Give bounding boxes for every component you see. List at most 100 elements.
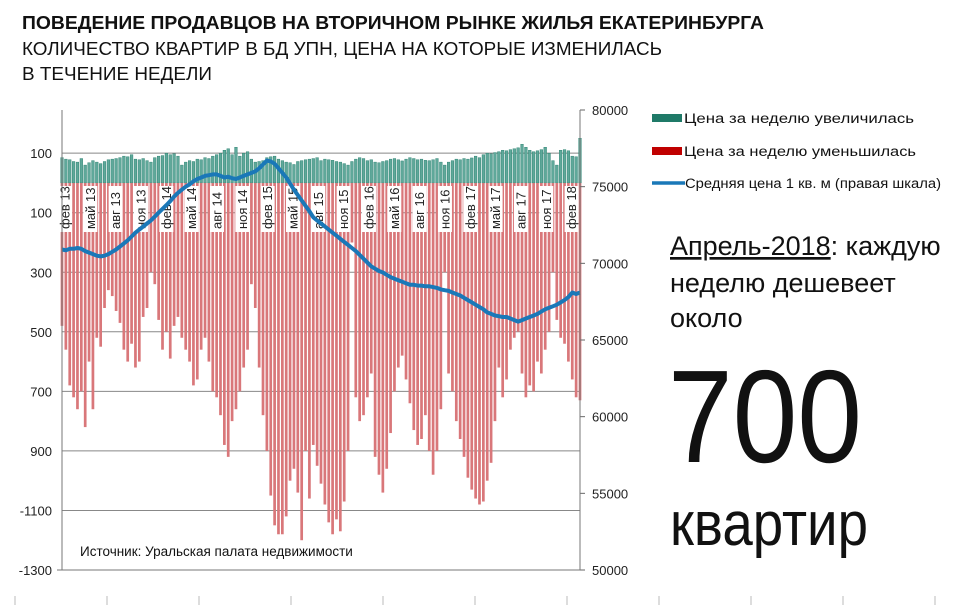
axes	[57, 109, 585, 571]
bar-increase	[404, 158, 408, 184]
bar-increase	[334, 161, 339, 184]
bar-decrease	[447, 182, 450, 374]
callout-highlight: Апрель-2018	[670, 231, 831, 261]
bar-increase	[385, 160, 389, 184]
bar-decrease	[192, 182, 195, 386]
bar-decrease	[381, 182, 385, 493]
bar-decrease	[134, 182, 137, 368]
x-tick-label-box	[513, 186, 528, 232]
bar-decrease	[574, 182, 578, 398]
bar-increase	[508, 149, 512, 184]
x-tick-label: авг 14	[209, 192, 224, 229]
bar-decrease	[253, 182, 257, 308]
bar-decrease	[393, 182, 396, 392]
bar-increase	[400, 160, 404, 184]
left-axis-tick-label: 900	[30, 444, 52, 459]
x-tick-label: фев 18	[564, 186, 579, 229]
x-tick-label: ноя 16	[437, 189, 452, 229]
bar-decrease	[485, 182, 489, 481]
bar-decrease	[497, 182, 501, 368]
bar-decrease	[559, 182, 563, 338]
bar-increase	[443, 164, 447, 184]
left-axis-tick-label: 100	[30, 146, 52, 161]
bar-decrease	[416, 182, 419, 445]
bar-decrease	[424, 182, 427, 416]
bar-increase	[431, 159, 435, 184]
bar-decrease	[153, 182, 157, 285]
legend-swatch-increase	[652, 114, 682, 122]
right-axis-tick-label: 50000	[592, 563, 628, 578]
bar-decrease	[130, 182, 133, 344]
bar-increase	[207, 158, 211, 184]
bar-increase	[110, 158, 114, 184]
x-tick-label: май 15	[285, 187, 300, 229]
x-tick-label-box	[488, 186, 503, 232]
bar-decrease	[284, 182, 288, 517]
bar-increase	[91, 160, 95, 184]
bar-increase	[168, 154, 172, 184]
bar-decrease	[354, 182, 358, 398]
bar-decrease	[389, 182, 392, 434]
bar-increase	[68, 159, 72, 184]
x-tick-label-box	[235, 186, 250, 232]
bar-decrease	[427, 182, 431, 451]
bar-increase	[126, 156, 130, 184]
bar-decrease	[219, 182, 222, 416]
bar-decrease	[199, 182, 203, 350]
bar-decrease	[176, 182, 180, 317]
left-axis-labels: 100 100 300 500 700 900 -1100 -1300	[19, 146, 52, 578]
bar-increase	[389, 158, 393, 184]
bar-increase	[203, 157, 207, 184]
bar-increase	[296, 161, 300, 184]
bar-increase	[497, 151, 501, 184]
bar-decrease	[280, 182, 284, 535]
x-tick-label-box	[83, 186, 98, 232]
bar-decrease	[346, 182, 350, 451]
bar-increase	[423, 160, 427, 184]
bar-increase	[160, 155, 165, 184]
bar-decrease	[168, 182, 172, 359]
bar-decrease	[288, 182, 292, 481]
x-tick-label-box	[133, 186, 148, 232]
bar-decrease	[509, 182, 512, 350]
bar-increase	[137, 159, 141, 184]
left-axis-tick-label: 500	[30, 325, 52, 340]
bar-increase	[315, 157, 319, 184]
bar-decrease	[335, 182, 338, 520]
bar-decrease	[439, 182, 443, 410]
bar-increase	[106, 159, 110, 184]
legend-swatch-decrease	[652, 147, 682, 155]
bar-increase	[381, 161, 385, 184]
right-axis-tick-label: 70000	[592, 256, 628, 271]
bar-decrease	[563, 182, 566, 344]
bar-increase	[427, 160, 431, 184]
bar-increase	[450, 160, 454, 184]
bar-decrease	[319, 182, 323, 484]
bar-increase	[470, 157, 474, 184]
bar-decrease	[451, 182, 454, 392]
bar-increase	[218, 152, 223, 184]
bar-increase	[342, 163, 346, 184]
bar-decrease	[331, 182, 334, 535]
bar-increase	[435, 158, 439, 184]
bar-decrease	[114, 182, 118, 311]
x-tick-label: авг 17	[513, 192, 528, 229]
bar-decrease	[311, 182, 315, 445]
bar-decrease	[107, 182, 110, 291]
bar-increase	[172, 153, 176, 184]
bar-decrease	[118, 182, 122, 323]
bar-increase	[102, 161, 107, 184]
legend-label-price: Средняя цена 1 кв. м (правая шкала)	[685, 176, 941, 191]
bar-increase	[535, 150, 540, 184]
bar-increase	[408, 157, 412, 184]
left-axis-tick-label: 100	[30, 206, 52, 221]
chart-subtitle-line1: КОЛИЧЕСТВО КВАРТИР В БД УПН, ЦЕНА НА КОТ…	[22, 39, 662, 59]
bar-increase	[458, 159, 462, 184]
bar-increase	[551, 160, 555, 184]
bar-increase	[454, 158, 458, 184]
bar-increase	[559, 149, 563, 184]
bar-decrease	[246, 182, 249, 350]
bar-decrease	[462, 182, 466, 457]
bar-increase	[481, 154, 485, 184]
